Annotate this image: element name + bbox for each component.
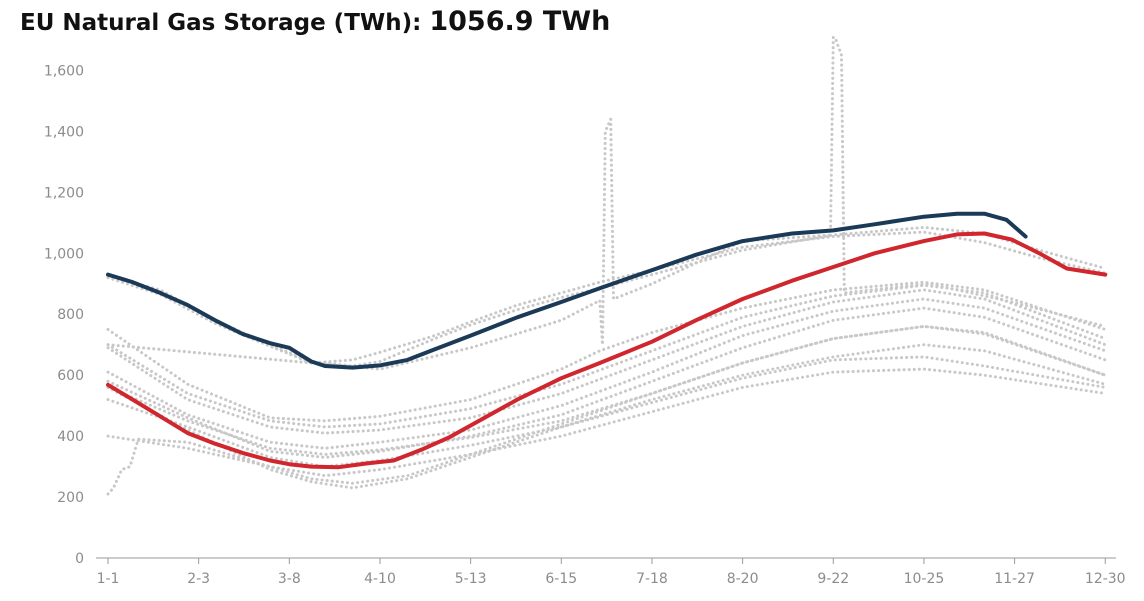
historical-series-line <box>106 35 1107 371</box>
x-tick-label: 7-18 <box>636 571 668 587</box>
chart-title: EU Natural Gas Storage (TWh): 1056.9 TWh <box>20 6 610 46</box>
chart-title-text: EU Natural Gas Storage (TWh): <box>20 10 422 36</box>
series-line-red <box>106 231 1108 470</box>
historical-series-layer <box>106 35 1107 496</box>
historical-series-line <box>106 324 1107 456</box>
x-tick-label: 4-10 <box>364 571 396 587</box>
x-tick-label: 10-25 <box>904 571 945 587</box>
historical-series-line <box>106 288 1107 435</box>
historical-series-line <box>106 225 1107 368</box>
y-tick-label: 1,600 <box>44 63 84 79</box>
y-tick-label: 800 <box>57 307 84 323</box>
y-tick-label: 0 <box>75 551 84 567</box>
historical-series-line <box>106 280 1107 423</box>
x-tick-label: 1-1 <box>97 571 120 587</box>
x-tick-label: 11-27 <box>994 571 1035 587</box>
tick-labels-layer: 0 200 400 600 800 1,000 1,200 1,400 1,600 1-1 2-3 3… <box>44 63 1126 587</box>
axes-layer <box>96 557 1116 564</box>
y-tick-label: 1,000 <box>44 246 84 262</box>
historical-series-line <box>106 297 1107 450</box>
historical-series-line <box>106 306 1107 459</box>
chart-title-value: 1056.9 TWh <box>429 6 611 37</box>
historical-series-line <box>106 355 1107 469</box>
x-tick-label: 8-20 <box>727 571 759 587</box>
x-tick-label: 12-30 <box>1085 571 1126 587</box>
x-tick-label: 9-22 <box>817 571 849 587</box>
y-tick-label: 200 <box>57 490 84 506</box>
y-tick-label: 400 <box>57 429 84 445</box>
x-tick-label: 2-3 <box>187 571 210 587</box>
x-tick-label: 5-13 <box>455 571 487 587</box>
y-tick-label: 600 <box>57 368 84 384</box>
historical-series-line <box>106 230 1107 365</box>
y-tick-label: 1,200 <box>44 185 84 201</box>
x-tick-label: 3-8 <box>278 571 301 587</box>
historical-series-line <box>106 324 1107 496</box>
series-line-dark <box>106 211 1028 370</box>
highlight-series-layer <box>106 211 1108 470</box>
y-tick-label: 1,400 <box>44 124 84 140</box>
historical-series-line <box>106 343 1107 490</box>
x-tick-label: 6-15 <box>545 571 577 587</box>
historical-series-line <box>106 367 1107 478</box>
